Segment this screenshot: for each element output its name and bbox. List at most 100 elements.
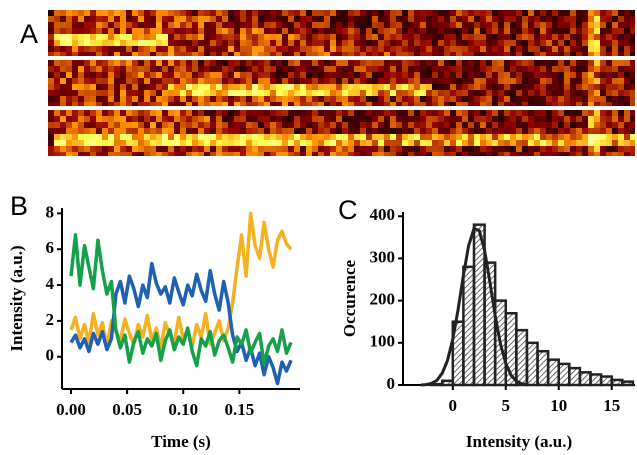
kymo-pixel xyxy=(360,90,366,96)
kymo-pixel xyxy=(522,46,528,52)
kymo-pixel xyxy=(144,96,150,102)
kymo-pixel xyxy=(264,152,270,156)
kymo-pixel xyxy=(576,40,582,46)
kymo-pixel xyxy=(276,22,282,28)
y-tick-label: 6 xyxy=(46,238,55,257)
kymo-pixel xyxy=(618,96,624,102)
kymo-pixel xyxy=(582,28,588,34)
kymo-pixel xyxy=(366,22,372,28)
kymo-pixel xyxy=(498,122,504,128)
kymo-pixel xyxy=(102,140,108,146)
kymo-pixel xyxy=(336,72,342,78)
kymo-pixel xyxy=(456,96,462,102)
kymo-pixel xyxy=(72,102,78,106)
kymo-pixel xyxy=(582,128,588,134)
kymo-pixel xyxy=(588,116,594,122)
kymo-pixel xyxy=(324,28,330,34)
kymo-pixel xyxy=(60,28,66,34)
kymo-pixel xyxy=(132,10,138,16)
kymo-pixel xyxy=(198,72,204,78)
kymo-pixel xyxy=(306,66,312,72)
kymo-pixel xyxy=(468,16,474,22)
kymo-pixel xyxy=(174,110,180,116)
kymo-pixel xyxy=(132,134,138,140)
kymo-pixel xyxy=(354,140,360,146)
y-tick-label: 2 xyxy=(46,310,55,329)
kymo-pixel xyxy=(228,140,234,146)
kymo-pixel xyxy=(270,134,276,140)
kymo-pixel xyxy=(588,110,594,116)
kymo-pixel xyxy=(186,128,192,134)
kymo-pixel xyxy=(132,84,138,90)
kymo-pixel xyxy=(582,78,588,84)
kymo-pixel xyxy=(480,122,486,128)
kymo-pixel xyxy=(174,34,180,40)
kymo-pixel xyxy=(366,84,372,90)
kymo-pixel xyxy=(378,10,384,16)
kymo-pixel xyxy=(540,102,546,106)
kymo-pixel xyxy=(360,52,366,56)
kymo-pixel xyxy=(198,78,204,84)
kymo-pixel xyxy=(282,90,288,96)
kymo-pixel xyxy=(174,60,180,66)
kymo-pixel xyxy=(48,40,54,46)
kymo-pixel xyxy=(264,116,270,122)
kymo-pixel xyxy=(450,128,456,134)
kymo-pixel xyxy=(594,122,600,128)
kymo-pixel xyxy=(186,84,192,90)
kymo-pixel xyxy=(498,110,504,116)
kymo-pixel xyxy=(510,52,516,56)
kymo-pixel xyxy=(492,90,498,96)
kymo-pixel xyxy=(162,34,168,40)
kymo-pixel xyxy=(540,90,546,96)
kymo-pixel xyxy=(228,152,234,156)
kymo-pixel xyxy=(240,10,246,16)
kymo-pixel xyxy=(486,102,492,106)
kymo-pixel xyxy=(96,46,102,52)
kymo-pixel xyxy=(102,128,108,134)
kymo-pixel xyxy=(618,52,624,56)
histogram-bar xyxy=(440,379,455,387)
kymo-pixel xyxy=(582,72,588,78)
kymo-pixel xyxy=(294,28,300,34)
kymo-pixel xyxy=(318,122,324,128)
kymo-pixel xyxy=(372,52,378,56)
kymo-pixel xyxy=(318,146,324,152)
kymo-pixel xyxy=(96,78,102,84)
kymo-pixel xyxy=(492,22,498,28)
kymo-pixel xyxy=(396,78,402,84)
kymo-pixel xyxy=(138,128,144,134)
kymo-pixel xyxy=(288,40,294,46)
kymo-pixel xyxy=(414,152,420,156)
kymo-pixel xyxy=(84,16,90,22)
kymo-pixel xyxy=(456,146,462,152)
kymo-pixel xyxy=(90,10,96,16)
kymo-pixel xyxy=(108,34,114,40)
kymo-pixel xyxy=(564,16,570,22)
kymo-pixel xyxy=(624,16,630,22)
kymo-pixel xyxy=(528,90,534,96)
kymo-pixel xyxy=(432,28,438,34)
kymo-pixel xyxy=(198,96,204,102)
kymo-pixel xyxy=(258,84,264,90)
kymo-pixel xyxy=(126,28,132,34)
kymo-pixel xyxy=(432,22,438,28)
kymo-pixel xyxy=(492,78,498,84)
kymo-pixel xyxy=(288,96,294,102)
kymo-pixel xyxy=(612,116,618,122)
kymo-pixel xyxy=(126,66,132,72)
kymo-pixel xyxy=(120,128,126,134)
kymo-pixel xyxy=(396,66,402,72)
kymo-pixel xyxy=(336,52,342,56)
kymo-pixel xyxy=(390,122,396,128)
kymo-pixel xyxy=(450,102,456,106)
x-tick-label: 0.10 xyxy=(168,400,198,419)
kymo-pixel xyxy=(192,146,198,152)
kymo-pixel xyxy=(54,46,60,52)
kymo-pixel xyxy=(300,40,306,46)
kymo-pixel xyxy=(420,134,426,140)
kymo-pixel xyxy=(420,90,426,96)
kymo-pixel xyxy=(354,52,360,56)
kymo-pixel xyxy=(270,10,276,16)
x-axis-label: Time (s) xyxy=(151,432,211,451)
